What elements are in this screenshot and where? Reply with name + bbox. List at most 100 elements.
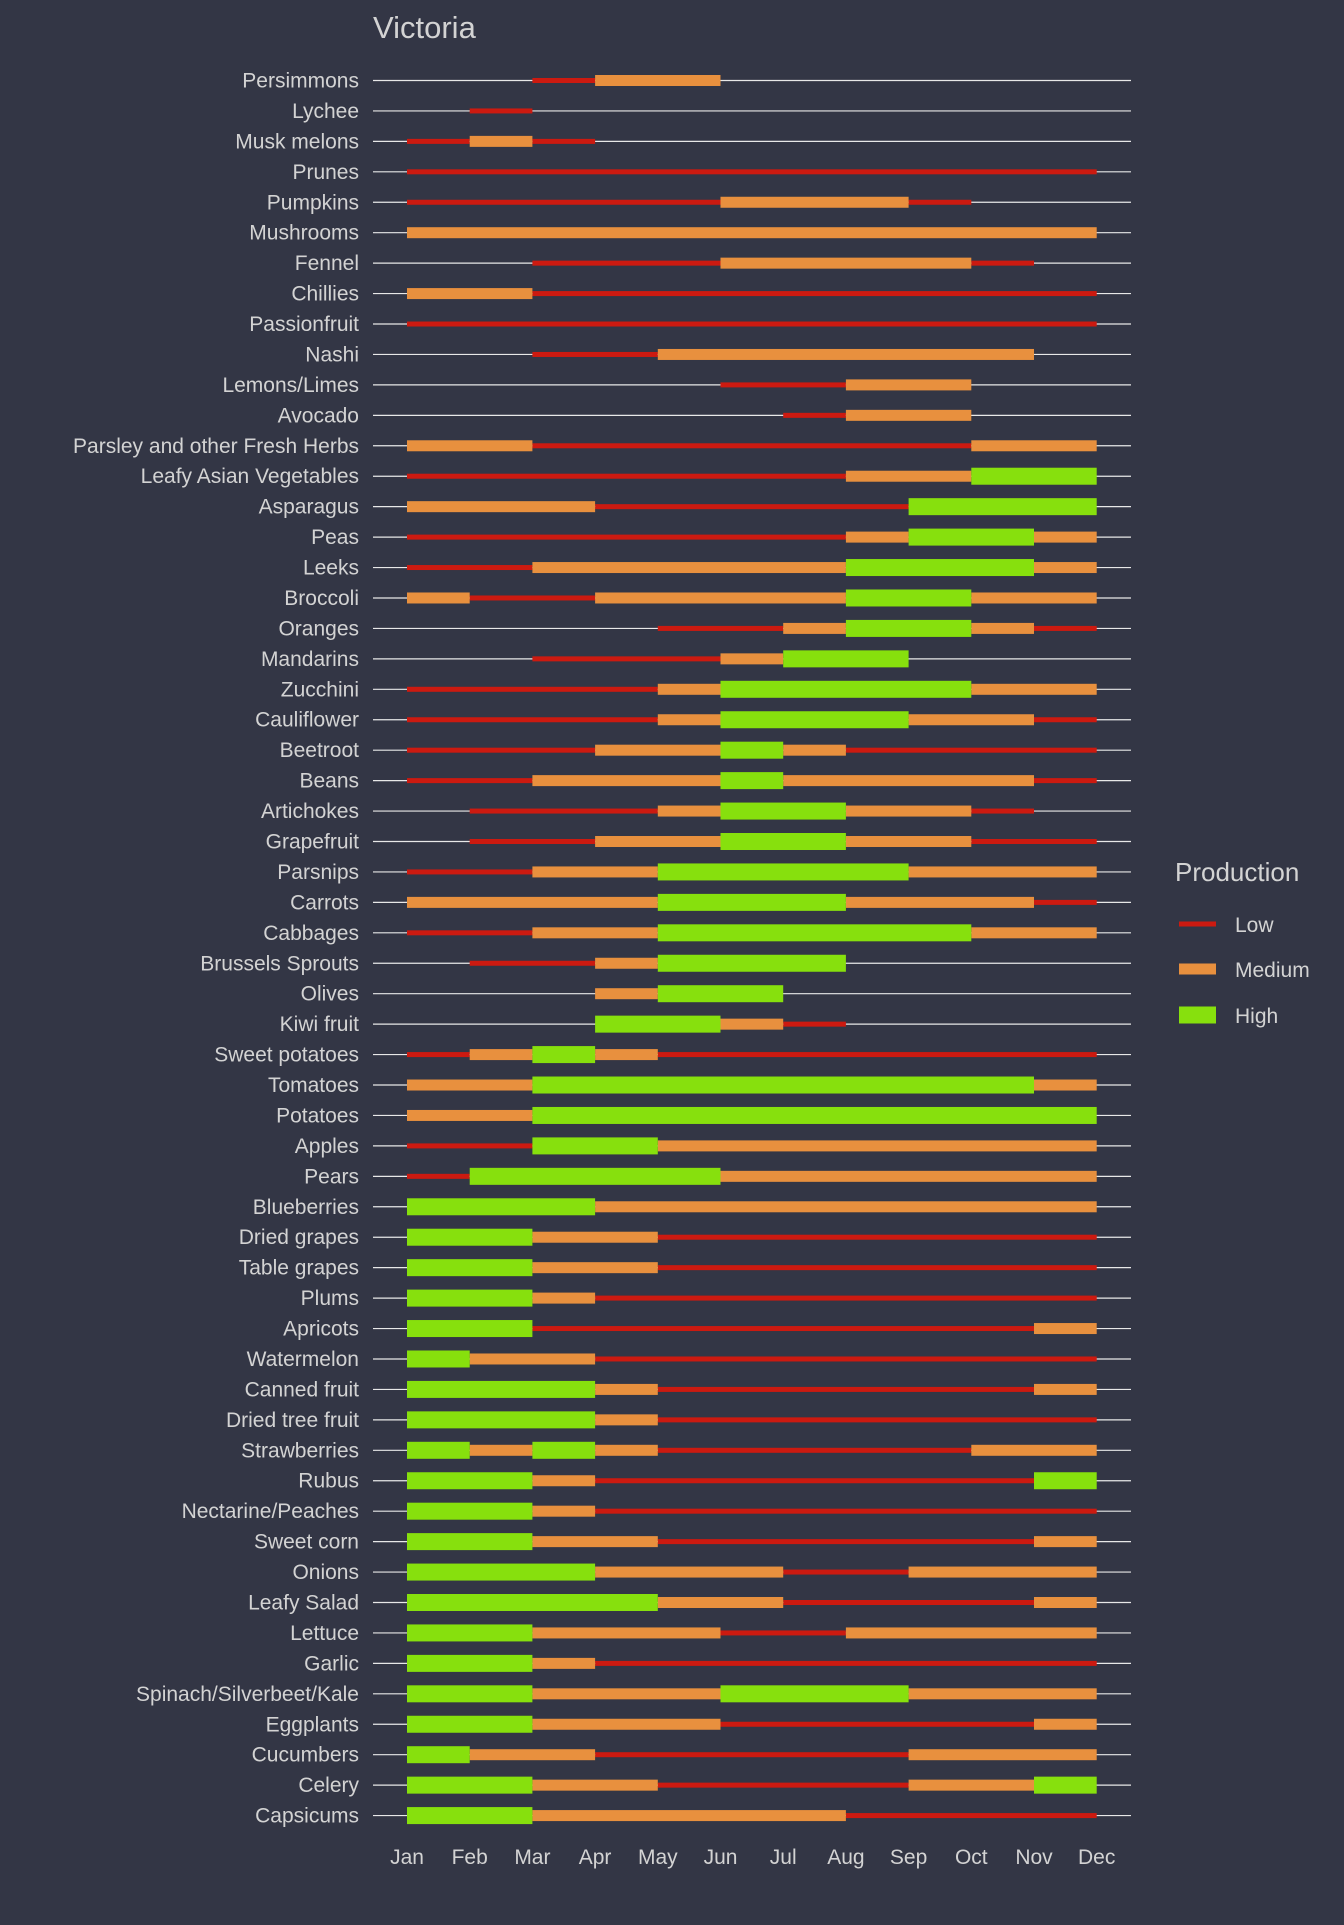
bar-lettuce-high-1-3 bbox=[407, 1624, 533, 1642]
row-label-strawberries: Strawberries bbox=[241, 1439, 359, 1462]
bar-nectarine-peaches-medium-3-4 bbox=[532, 1505, 596, 1517]
bar-apples-high-3-5 bbox=[532, 1137, 658, 1155]
bar-beetroot-low-1-4 bbox=[407, 747, 596, 753]
row-label-leafy-asian-vegetables: Leafy Asian Vegetables bbox=[141, 465, 359, 488]
bar-kiwi-fruit-medium-6-7 bbox=[720, 1018, 784, 1030]
row-label-mushrooms: Mushrooms bbox=[249, 222, 359, 245]
bar-garlic-high-1-3 bbox=[407, 1654, 533, 1672]
bar-oranges-high-8-10 bbox=[845, 619, 972, 637]
row-label-grapefruit: Grapefruit bbox=[266, 831, 360, 854]
bar-persimmons-low-3-4 bbox=[532, 78, 596, 83]
bar-spinach-silverbeet-kale-high-6-9 bbox=[720, 1685, 909, 1703]
bar-celery-high-11-12 bbox=[1034, 1776, 1097, 1794]
bar-spinach-silverbeet-kale-medium-9-12 bbox=[908, 1688, 1097, 1700]
bar-pears-high-2-6 bbox=[469, 1167, 721, 1185]
legend-label-high: High bbox=[1235, 1005, 1278, 1028]
row-label-cauliflower: Cauliflower bbox=[255, 709, 359, 732]
bar-carrots-high-5-8 bbox=[657, 893, 846, 911]
bar-nectarine-peaches-high-1-3 bbox=[407, 1502, 533, 1520]
row-label-tomatoes: Tomatoes bbox=[268, 1074, 359, 1097]
x-tick-oct: Oct bbox=[955, 1846, 988, 1869]
legend-label-medium: Medium bbox=[1235, 959, 1310, 982]
bar-grapefruit-medium-8-10 bbox=[845, 836, 972, 847]
row-label-avocado: Avocado bbox=[278, 404, 359, 427]
bar-oranges-low-11-12 bbox=[1034, 625, 1097, 631]
bar-garlic-low-4-12 bbox=[595, 1660, 1097, 1666]
bar-canned-fruit-medium-11-12 bbox=[1034, 1383, 1097, 1395]
row-label-cabbages: Cabbages bbox=[263, 922, 359, 945]
bar-apricots-high-1-3 bbox=[407, 1320, 533, 1338]
bar-artichokes-high-6-8 bbox=[720, 802, 846, 820]
bar-leafy-salad-medium-11-12 bbox=[1034, 1597, 1097, 1608]
bar-potatoes-high-3-12 bbox=[532, 1106, 1097, 1124]
bar-asparagus-low-4-9 bbox=[595, 504, 909, 510]
row-label-nectarine-peaches: Nectarine/Peaches bbox=[182, 1500, 359, 1523]
bar-beans-low-1-3 bbox=[407, 778, 533, 784]
bar-oranges-medium-10-11 bbox=[971, 622, 1034, 634]
bar-plums-high-1-3 bbox=[407, 1289, 533, 1307]
legend-key-low bbox=[1179, 921, 1216, 927]
bar-lettuce-medium-3-6 bbox=[532, 1627, 721, 1639]
row-label-mandarins: Mandarins bbox=[261, 648, 359, 671]
row-label-passionfruit: Passionfruit bbox=[249, 313, 359, 336]
bar-strawberries-high-1-2 bbox=[407, 1441, 470, 1459]
row-label-celery: Celery bbox=[298, 1774, 359, 1797]
bar-leafy-asian-vegetables-medium-8-10 bbox=[845, 470, 972, 482]
bar-cabbages-medium-3-5 bbox=[532, 927, 658, 939]
bar-canned-fruit-high-1-4 bbox=[407, 1380, 596, 1398]
row-label-brussels-sprouts: Brussels Sprouts bbox=[200, 952, 359, 975]
bar-pumpkins-low-1-6 bbox=[407, 199, 721, 205]
bar-tomatoes-medium-11-12 bbox=[1034, 1079, 1097, 1091]
bar-cauliflower-low-1-5 bbox=[407, 717, 658, 723]
bar-mandarins-medium-6-7 bbox=[720, 653, 784, 665]
bar-apples-low-1-3 bbox=[407, 1143, 533, 1149]
bar-onions-high-1-4 bbox=[407, 1563, 596, 1581]
bar-prunes-low-1-12 bbox=[407, 169, 1097, 175]
bar-cauliflower-medium-9-11 bbox=[908, 714, 1034, 726]
bar-strawberries-medium-2-3 bbox=[469, 1444, 533, 1456]
bar-parsley-and-other-fresh-herbs-low-3-10 bbox=[532, 443, 972, 449]
bar-canned-fruit-medium-4-5 bbox=[595, 1383, 658, 1395]
bar-celery-low-5-9 bbox=[657, 1782, 909, 1788]
bar-beans-high-6-7 bbox=[720, 772, 784, 790]
row-label-sweet-potatoes: Sweet potatoes bbox=[214, 1044, 359, 1067]
x-tick-jun: Jun bbox=[704, 1846, 738, 1869]
bar-asparagus-high-9-12 bbox=[908, 498, 1097, 516]
x-tick-jul: Jul bbox=[770, 1846, 797, 1869]
row-label-pumpkins: Pumpkins bbox=[267, 191, 359, 214]
bar-broccoli-medium-4-8 bbox=[595, 592, 846, 604]
row-label-beetroot: Beetroot bbox=[280, 739, 360, 762]
row-label-olives: Olives bbox=[301, 983, 359, 1006]
bar-nashi-medium-5-11 bbox=[657, 348, 1034, 360]
bar-onions-medium-9-12 bbox=[908, 1566, 1097, 1578]
bar-peas-low-1-8 bbox=[407, 534, 846, 540]
bar-carrots-medium-1-5 bbox=[407, 896, 658, 908]
bar-cucumbers-low-4-9 bbox=[595, 1752, 909, 1758]
bar-rubus-high-11-12 bbox=[1034, 1472, 1097, 1490]
bar-eggplants-low-6-11 bbox=[720, 1721, 1034, 1727]
row-label-cucumbers: Cucumbers bbox=[252, 1744, 359, 1767]
bar-sweet-potatoes-high-3-4 bbox=[532, 1046, 596, 1064]
bar-lychee-low-2-3 bbox=[469, 108, 533, 114]
row-label-lettuce: Lettuce bbox=[290, 1622, 359, 1645]
x-tick-sep: Sep bbox=[890, 1846, 927, 1869]
bar-blueberries-medium-4-12 bbox=[595, 1201, 1097, 1213]
bar-musk-melons-low-1-2 bbox=[407, 138, 470, 144]
bar-lemons-limes-low-6-8 bbox=[720, 382, 846, 388]
bar-leeks-high-8-11 bbox=[845, 559, 1034, 577]
bar-sweet-corn-high-1-3 bbox=[407, 1533, 533, 1551]
bar-brussels-sprouts-high-5-8 bbox=[657, 954, 846, 972]
bar-celery-medium-3-5 bbox=[532, 1779, 658, 1791]
bar-zucchini-medium-5-6 bbox=[657, 683, 721, 695]
bar-brussels-sprouts-medium-4-5 bbox=[595, 957, 658, 969]
x-tick-may: May bbox=[638, 1846, 678, 1869]
bar-watermelon-medium-2-4 bbox=[469, 1353, 596, 1365]
row-label-lemons-limes: Lemons/Limes bbox=[222, 374, 359, 397]
bar-table-grapes-low-5-12 bbox=[657, 1265, 1097, 1271]
bar-canned-fruit-low-5-11 bbox=[657, 1386, 1034, 1392]
bar-musk-melons-low-3-4 bbox=[532, 138, 596, 144]
row-label-onions: Onions bbox=[292, 1561, 359, 1584]
bar-plums-medium-3-4 bbox=[532, 1292, 596, 1304]
legend-label-low: Low bbox=[1235, 914, 1274, 937]
